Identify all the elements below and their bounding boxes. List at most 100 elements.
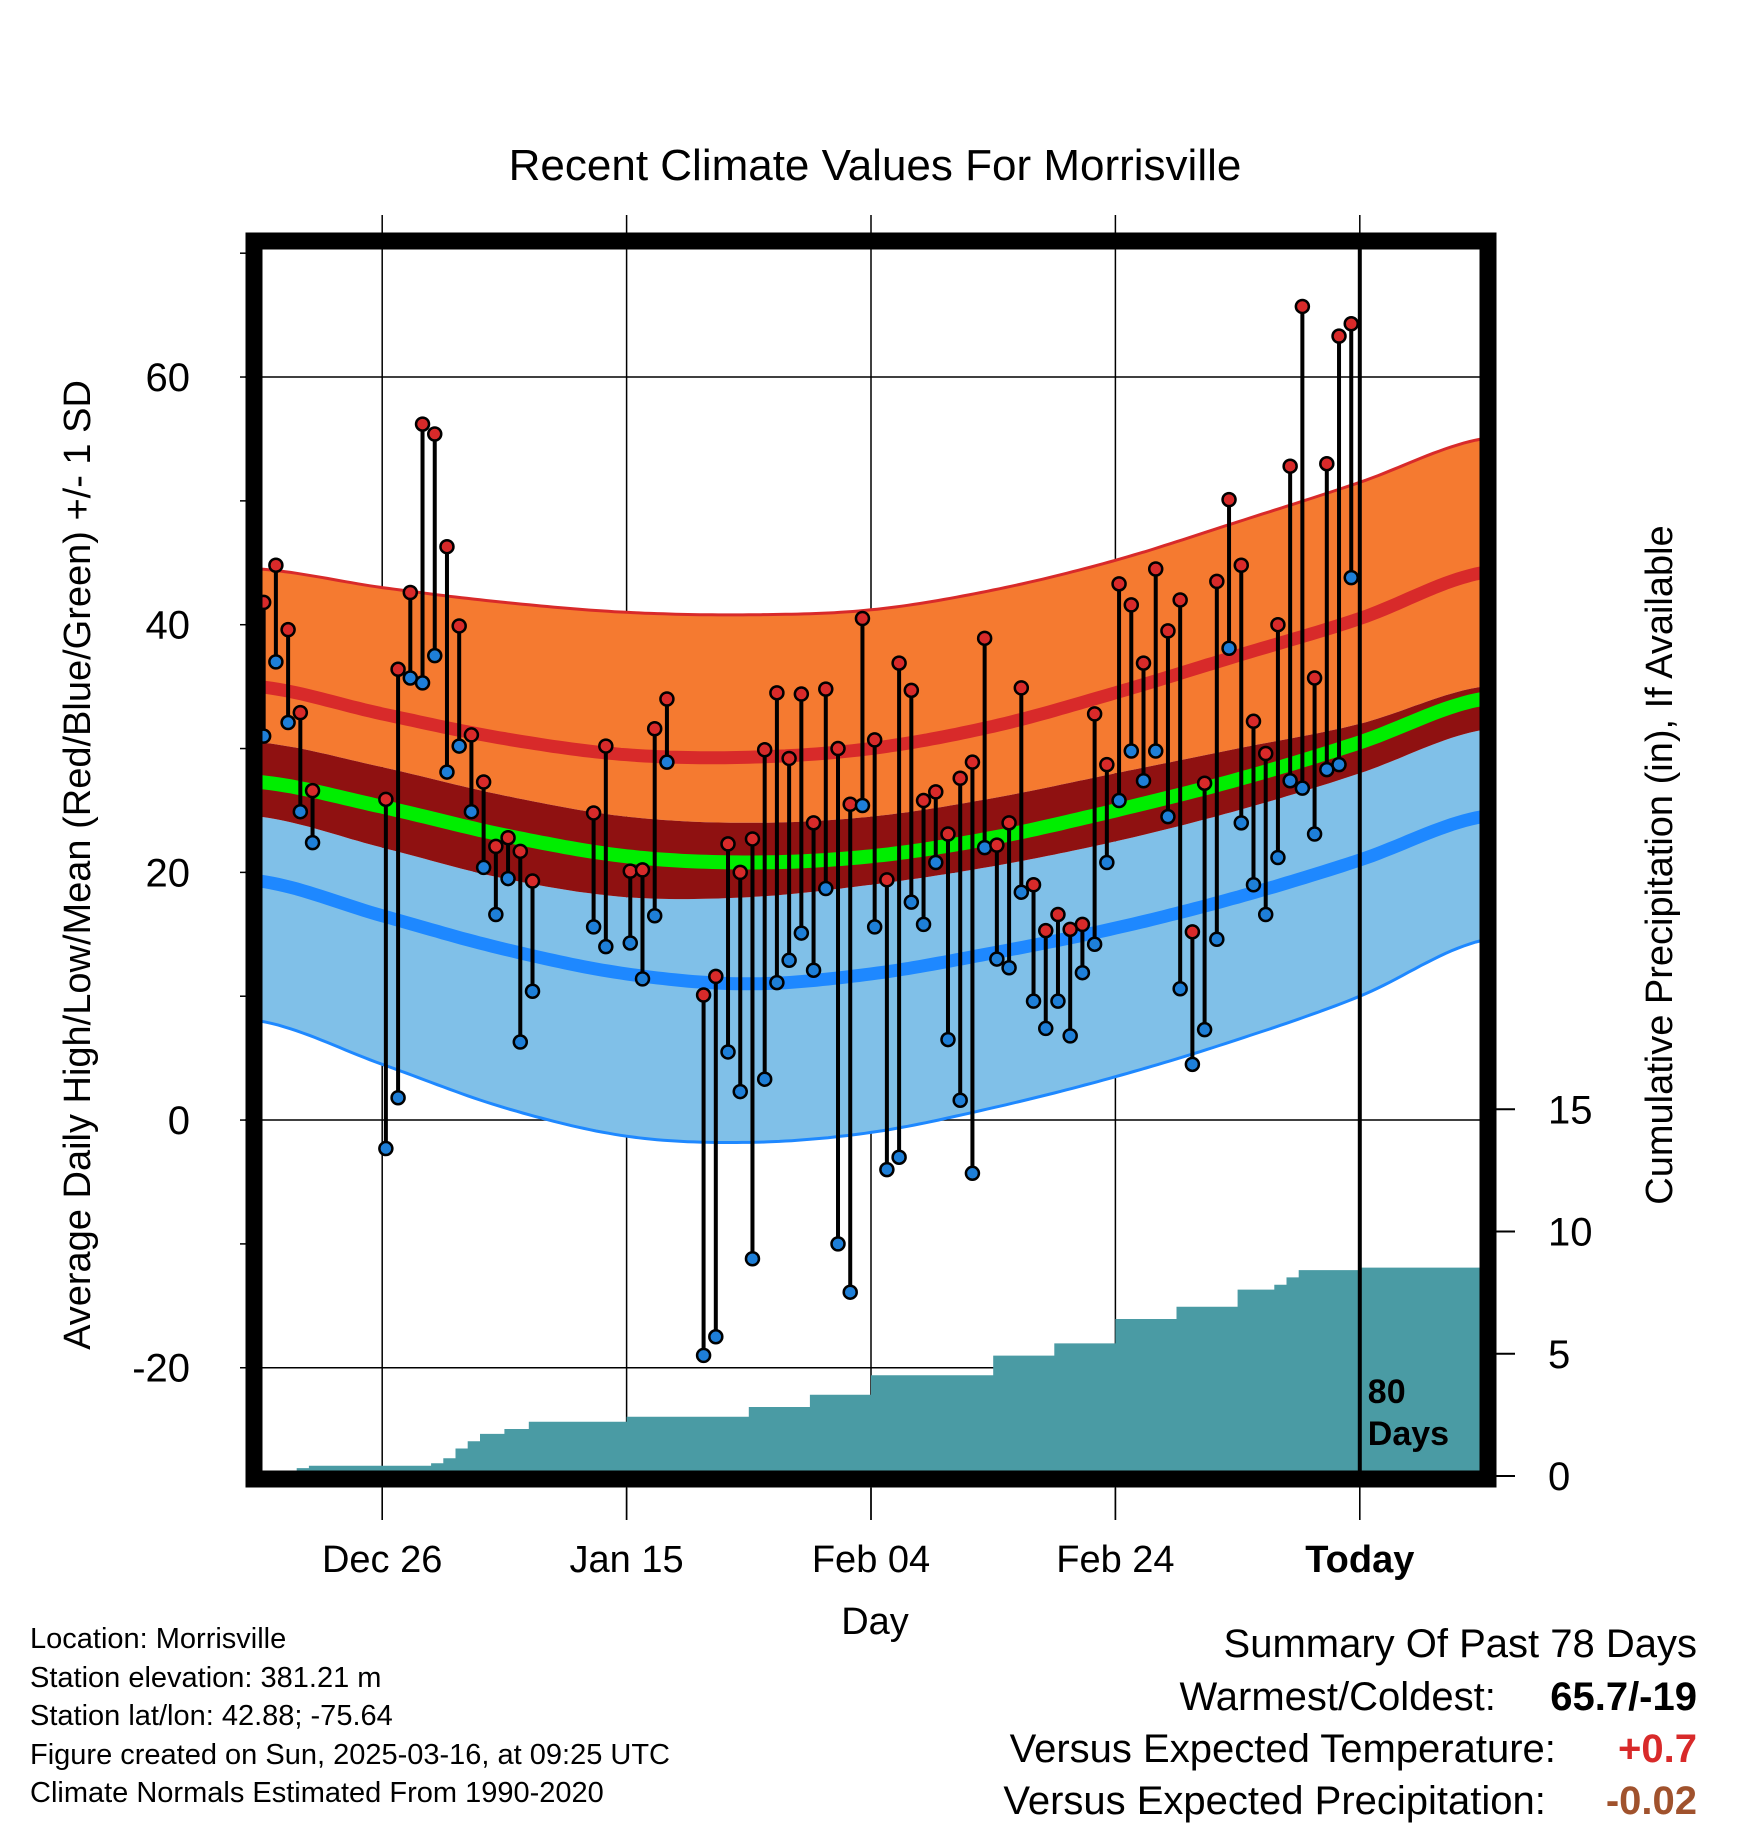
daily-high-14 bbox=[426, 426, 443, 442]
daily-high-56 bbox=[940, 826, 956, 842]
daily-high-71 bbox=[1123, 597, 1140, 613]
daily-high-40 bbox=[744, 831, 761, 847]
temp-label: Versus Expected Temperature: bbox=[1009, 1727, 1556, 1771]
daily-low-10 bbox=[378, 1140, 394, 1157]
daily-high-2 bbox=[280, 621, 296, 638]
normals-period-text: Climate Normals Estimated From 1990-2020 bbox=[30, 1777, 604, 1809]
daily-low-22 bbox=[524, 983, 541, 1000]
daily-high-81 bbox=[1245, 713, 1262, 730]
daily-low-63 bbox=[1025, 993, 1042, 1009]
high-sd-band bbox=[260, 438, 1482, 823]
daily-low-54 bbox=[915, 916, 932, 933]
daily-high-27 bbox=[585, 805, 602, 821]
daily-high-3 bbox=[292, 704, 309, 721]
daily-high-62 bbox=[1013, 680, 1030, 696]
daily-low-57 bbox=[952, 1092, 968, 1108]
y-axis-label: Average Daily High/Low/Mean (Red/Blue/Gr… bbox=[57, 380, 99, 1350]
daily-low-52 bbox=[891, 1149, 907, 1165]
precip-area bbox=[260, 1267, 1482, 1473]
daily-high-21 bbox=[512, 843, 529, 860]
daily-high-73 bbox=[1147, 561, 1164, 577]
daily-high-11 bbox=[390, 661, 406, 678]
y-tick-label-2: 20 bbox=[146, 851, 191, 895]
daily-high-41 bbox=[756, 742, 773, 758]
daily-high-48 bbox=[842, 796, 858, 813]
daily-high-70 bbox=[1111, 576, 1127, 592]
daily-low-21 bbox=[512, 1034, 529, 1050]
daily-low-79 bbox=[1221, 640, 1237, 656]
daily-low-49 bbox=[854, 797, 871, 814]
daily-high-43 bbox=[781, 750, 797, 767]
daily-low-40 bbox=[744, 1251, 761, 1267]
daily-high-88 bbox=[1331, 328, 1347, 344]
daily-low-84 bbox=[1282, 772, 1298, 789]
daily-low-85 bbox=[1294, 780, 1311, 796]
daily-low-55 bbox=[928, 854, 944, 871]
daily-high-54 bbox=[915, 792, 932, 809]
daily-low-17 bbox=[463, 803, 480, 820]
daily-high-1 bbox=[268, 557, 284, 574]
summary-title: Summary Of Past 78 Days bbox=[1223, 1622, 1697, 1666]
daily-low-47 bbox=[830, 1236, 846, 1252]
daily-high-47 bbox=[830, 740, 846, 757]
daily-low-71 bbox=[1123, 743, 1140, 759]
y2-tick-label-0: 0 bbox=[1548, 1455, 1570, 1499]
daily-high-84 bbox=[1282, 458, 1298, 474]
daily-high-30 bbox=[622, 863, 639, 879]
y2-tick-label-1: 5 bbox=[1548, 1333, 1570, 1377]
daily-high-89 bbox=[1343, 316, 1359, 332]
daily-high-61 bbox=[1001, 815, 1017, 831]
daily-high-17 bbox=[463, 727, 480, 743]
daily-high-76 bbox=[1184, 924, 1201, 940]
daily-low-30 bbox=[622, 935, 639, 951]
daily-high-78 bbox=[1209, 573, 1225, 590]
daily-high-68 bbox=[1086, 706, 1103, 722]
chart-title: Recent Climate Values For Morrisville bbox=[509, 141, 1242, 190]
daily-high-51 bbox=[879, 872, 895, 888]
daily-low-45 bbox=[805, 962, 822, 978]
daily-low-44 bbox=[793, 925, 810, 941]
temp-value: +0.7 bbox=[1618, 1727, 1697, 1771]
daily-low-56 bbox=[940, 1031, 956, 1048]
y2-tick-label-3: 15 bbox=[1548, 1088, 1593, 1132]
daily-low-39 bbox=[732, 1083, 748, 1100]
daily-low-36 bbox=[695, 1347, 712, 1364]
daily-high-64 bbox=[1037, 922, 1054, 939]
daily-high-63 bbox=[1025, 877, 1042, 893]
daily-high-42 bbox=[769, 685, 785, 701]
daily-low-50 bbox=[866, 919, 883, 935]
daily-low-65 bbox=[1050, 993, 1066, 1009]
y-tick-label-3: 40 bbox=[146, 604, 191, 648]
daily-high-53 bbox=[903, 682, 920, 699]
daily-high-16 bbox=[451, 618, 467, 634]
daily-high-59 bbox=[976, 630, 993, 647]
daily-low-88 bbox=[1331, 756, 1347, 773]
y-tick-label-4: 60 bbox=[146, 356, 191, 400]
daily-low-51 bbox=[879, 1161, 895, 1178]
daily-high-38 bbox=[720, 836, 736, 852]
daily-high-44 bbox=[793, 686, 810, 702]
daily-low-73 bbox=[1147, 743, 1164, 759]
precip-value: -0.02 bbox=[1605, 1779, 1697, 1823]
daily-high-67 bbox=[1074, 916, 1091, 933]
normal-low-line bbox=[259, 810, 1484, 991]
x-tick-label-1: Jan 15 bbox=[570, 1539, 684, 1581]
daily-low-60 bbox=[989, 951, 1005, 967]
daily-low-27 bbox=[585, 919, 602, 935]
summary-precip-row: Versus Expected Precipitation: -0.02 bbox=[1003, 1775, 1697, 1827]
low-sd-band bbox=[260, 730, 1482, 1143]
daily-low-4 bbox=[304, 834, 321, 851]
daily-high-58 bbox=[964, 754, 981, 770]
precip-label: Versus Expected Precipitation: bbox=[1003, 1779, 1546, 1823]
y-tick-label-1: 0 bbox=[168, 1099, 190, 1143]
daily-high-4 bbox=[304, 782, 321, 799]
daily-high-12 bbox=[402, 584, 419, 601]
daily-high-60 bbox=[989, 837, 1005, 853]
daily-low-81 bbox=[1245, 877, 1262, 893]
daily-low-46 bbox=[818, 880, 834, 897]
daily-low-59 bbox=[976, 839, 993, 856]
daily-low-66 bbox=[1062, 1028, 1078, 1044]
daily-low-67 bbox=[1074, 964, 1091, 981]
daily-low-89 bbox=[1343, 569, 1359, 586]
location-text: Location: Morrisville bbox=[30, 1623, 287, 1655]
